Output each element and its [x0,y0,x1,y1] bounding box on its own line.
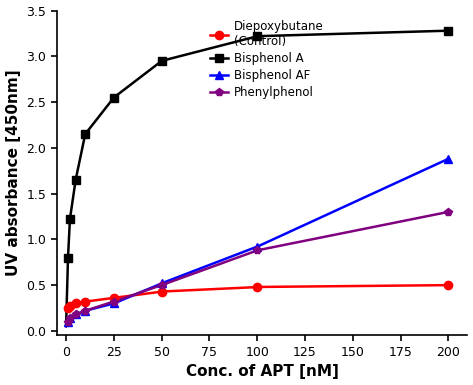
Legend: Diepoxybutane
(Control), Bisphenol A, Bisphenol AF, Phenylphenol: Diepoxybutane (Control), Bisphenol A, Bi… [210,20,324,99]
Y-axis label: UV absorbance [450nm]: UV absorbance [450nm] [6,70,20,276]
X-axis label: Conc. of APT [nM]: Conc. of APT [nM] [185,365,338,380]
